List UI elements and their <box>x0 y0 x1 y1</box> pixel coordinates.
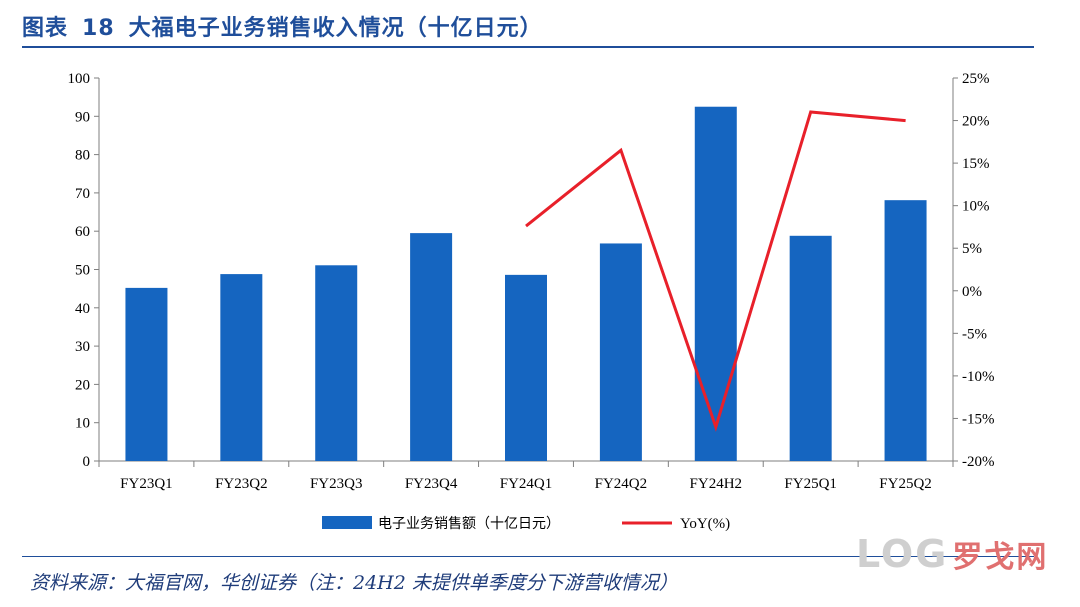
bar <box>789 235 832 461</box>
legend-label-line: YoY(%) <box>680 516 730 532</box>
bar <box>220 274 263 461</box>
figure-number: 18 <box>82 16 115 41</box>
bar <box>315 265 358 461</box>
y-tick-label-left: 40 <box>75 301 90 317</box>
bar <box>694 106 737 461</box>
x-tick-label: FY24Q1 <box>500 476 553 492</box>
y-tick-label-left: 80 <box>75 148 90 164</box>
y-tick-label-left: 50 <box>75 263 90 279</box>
x-tick-label: FY23Q4 <box>405 476 458 492</box>
legend-swatch-bar <box>322 516 372 529</box>
watermark-logo: LOG 罗戈网 <box>856 530 1070 580</box>
footer-rule <box>22 556 1034 557</box>
watermark-text: LOG 罗戈网 <box>856 532 1049 576</box>
y-tick-label-right: 10% <box>962 199 990 215</box>
y-tick-label-left: 20 <box>75 377 90 393</box>
figure-label: 图表 <box>22 16 69 41</box>
y-tick-label-right: 15% <box>962 156 990 172</box>
y-tick-label-left: 10 <box>75 416 90 432</box>
y-tick-label-right: 0% <box>962 284 982 300</box>
y-tick-label-right: 20% <box>962 114 990 130</box>
bar <box>410 233 453 461</box>
y-tick-label-right: -5% <box>962 326 987 342</box>
bar <box>599 243 642 461</box>
bar <box>505 274 547 461</box>
title-rule <box>22 46 1034 48</box>
x-tick-label: FY23Q3 <box>310 476 363 492</box>
y-tick-label-left: 70 <box>75 186 90 202</box>
y-tick-label-left: 0 <box>83 454 91 470</box>
y-tick-label-left: 60 <box>75 224 90 240</box>
y-tick-label-right: 25% <box>962 71 990 87</box>
x-tick-label: FY23Q1 <box>120 476 173 492</box>
y-tick-label-left: 100 <box>68 71 91 87</box>
figure-title-text: 大福电子业务销售收入情况（十亿日元） <box>128 16 543 41</box>
x-tick-label: FY25Q2 <box>879 476 932 492</box>
bar <box>125 287 168 461</box>
y-tick-label-right: -20% <box>962 454 995 470</box>
x-tick-label: FY24Q2 <box>595 476 648 492</box>
chart: 0 10 20 30 40 50 60 70 80 90 100 -20% -15% -10% -5% 0% 5… <box>68 71 995 532</box>
y-tick-label-left: 30 <box>75 339 90 355</box>
yoy-line <box>525 110 906 432</box>
bar <box>884 200 927 461</box>
source-note: 资料来源：大福官网，华创证券（注：24H2 未提供单季度分下游营收情况） <box>30 572 678 594</box>
y-tick-label-right: -10% <box>962 369 995 385</box>
x-tick-label: FY24H2 <box>690 476 743 492</box>
y-tick-label-left: 90 <box>75 109 90 125</box>
x-tick-label: FY23Q2 <box>215 476 268 492</box>
y-tick-label-right: 5% <box>962 241 982 257</box>
x-tick-label: FY25Q1 <box>784 476 837 492</box>
legend-label-bar: 电子业务销售额（十亿日元） <box>378 516 560 532</box>
figure-title: 图表 18 大福电子业务销售收入情况（十亿日元） <box>22 10 543 42</box>
y-tick-label-right: -15% <box>962 411 995 427</box>
